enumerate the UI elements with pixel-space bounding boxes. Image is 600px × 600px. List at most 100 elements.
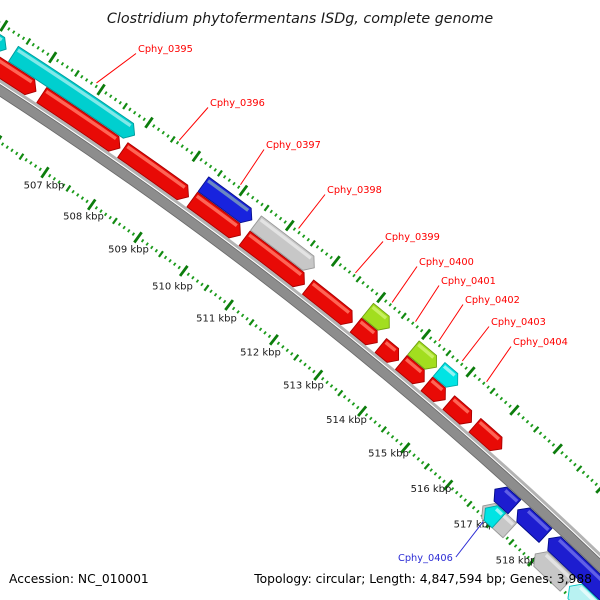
ruler-tick: [564, 454, 569, 459]
ruler-tick: [85, 199, 89, 204]
ruler-tick: [227, 178, 231, 183]
ruler-tick: [7, 27, 11, 31]
gene-label-Cphy_0396: Cphy_0396: [210, 98, 265, 109]
ruler-tick: [38, 167, 42, 172]
ruler-tick: [57, 180, 61, 184]
ruler-tick: [594, 482, 598, 487]
ruler-tick: [190, 151, 194, 155]
ruler-tick: [459, 362, 464, 367]
gene-highlight: [371, 305, 388, 320]
ruler-tick: [476, 509, 480, 514]
kbp-label: 510 kbp: [152, 282, 193, 293]
ruler-tick: [156, 127, 161, 132]
ruler-tick: [166, 134, 170, 138]
gene-highlight: [126, 145, 186, 189]
ruler-tick: [36, 46, 40, 50]
gene-Cphy_0397: [186, 191, 241, 239]
ruler-tick: [347, 398, 351, 403]
ruler-tick: [268, 334, 279, 346]
gene-label-Cphy_0397: Cphy_0397: [266, 140, 321, 151]
ruler-tick: [254, 323, 258, 328]
ruler-tick: [172, 262, 177, 266]
ruler-tick: [412, 453, 416, 458]
ruler-tick: [459, 494, 463, 499]
ruler-tick: [301, 234, 306, 238]
ruler-tick: [352, 273, 356, 278]
ruler-tick: [117, 222, 122, 227]
ruler-tick: [255, 199, 260, 203]
map-title: Clostridium phytofermentans ISDg, comple…: [107, 11, 493, 27]
ruler-tick: [343, 266, 347, 271]
ruler-tick: [290, 352, 294, 356]
gene-Cphy_0398: [238, 230, 305, 288]
ruler-tick: [416, 457, 421, 461]
ruler-tick: [232, 181, 236, 186]
ruler-tick: [421, 328, 432, 341]
ruler-tick: [437, 343, 442, 348]
ruler-tick: [122, 225, 126, 230]
ruler-tick: [465, 366, 476, 378]
ruler-tick: [315, 245, 320, 249]
ruler-tick: [486, 385, 490, 389]
ruler-tick: [538, 431, 543, 436]
ruler-tick: [258, 327, 263, 332]
ruler-tick: [0, 142, 5, 146]
ruler-tick: [369, 416, 373, 421]
ruler-tick: [522, 551, 526, 556]
ruler-tick: [84, 78, 89, 82]
ruler-tick: [169, 135, 176, 143]
feature-labels: Cphy_0395 Cphy_0396 Cphy_0397 Cphy_0398 Cphy…: [96, 44, 568, 564]
ruler-tick: [96, 83, 106, 96]
ruler-tick: [320, 376, 325, 381]
kbp-label: 512 kbp: [240, 348, 281, 359]
ruler-tick: [575, 465, 583, 472]
feature-rings: [0, 34, 600, 600]
gene-label-leader: [391, 266, 418, 303]
gene-label-leader: [355, 241, 384, 274]
ruler-tick: [590, 478, 594, 483]
gene-label-leader: [178, 107, 209, 141]
ruler-inner: [0, 134, 579, 600]
gene-Cphy_0403: [420, 376, 446, 403]
gene-label-leader: [298, 194, 326, 229]
kbp-label: 513 kbp: [283, 381, 324, 392]
ruler-tick: [150, 245, 154, 250]
ruler-tick: [395, 438, 399, 443]
ruler-tick: [237, 185, 241, 189]
ruler-tick: [411, 321, 415, 326]
ruler-tick: [551, 443, 556, 447]
ruler-tick: [267, 334, 272, 339]
gene-label-leader: [96, 53, 137, 84]
ruler-tick: [581, 470, 586, 475]
ruler-tick: [191, 275, 195, 280]
ruler-tick: [357, 405, 368, 417]
ruler-tick: [274, 213, 278, 217]
gene-highlight: [579, 586, 596, 600]
ruler-tick: [445, 349, 452, 357]
ruler-tick: [195, 279, 200, 283]
ruler-tick: [399, 442, 403, 446]
ruler-tick: [437, 475, 442, 480]
ruler-tick: [386, 431, 390, 435]
ruler-tick: [443, 479, 454, 491]
ruler-tick: [543, 435, 547, 439]
ruler-tick: [218, 296, 222, 300]
ruler-tick: [365, 284, 370, 289]
ruler-tick: [31, 42, 35, 47]
ruler-tick: [420, 460, 425, 465]
ruler-tick: [499, 396, 504, 401]
ruler-tick: [145, 242, 149, 246]
gene-highlight: [45, 90, 117, 141]
ruler-tick: [94, 84, 98, 89]
gene-label-leader: [486, 346, 512, 383]
ruler-tick: [263, 204, 270, 212]
ruler-tick: [152, 124, 156, 128]
backbone-band: [0, 84, 600, 574]
ruler-tick: [65, 184, 72, 192]
ruler-tick: [374, 291, 379, 296]
gene-Cphy_0400: [349, 317, 378, 346]
gene-highlight: [384, 341, 397, 352]
ruler-tick: [248, 318, 255, 326]
